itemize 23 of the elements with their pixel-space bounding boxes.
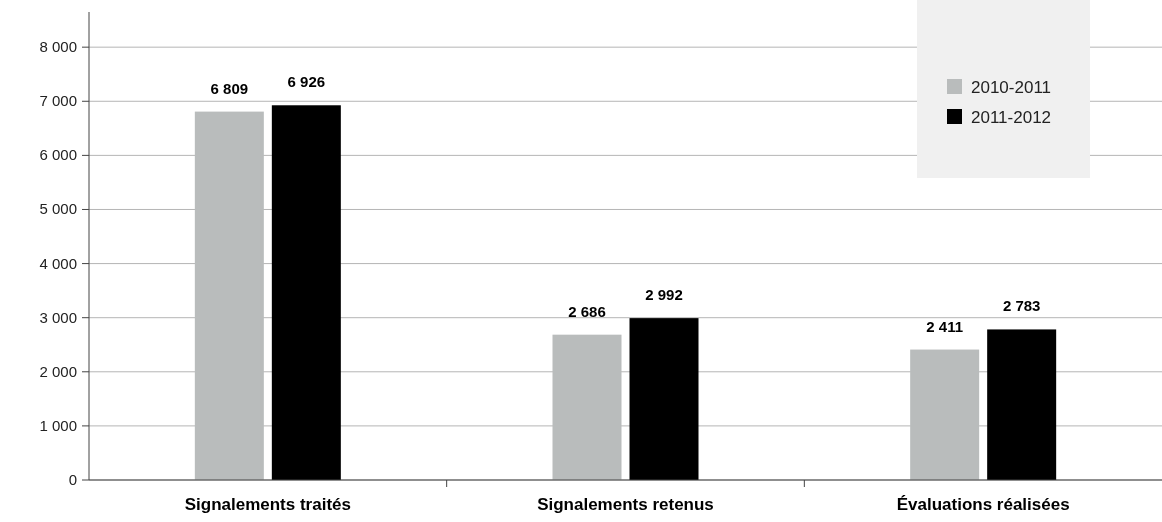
data-label: 2 992 bbox=[645, 286, 683, 304]
y-tick-label: 5 000 bbox=[39, 200, 77, 218]
y-tick-label: 0 bbox=[68, 471, 77, 488]
data-label: 6 926 bbox=[287, 73, 326, 91]
legend-label: 2010-2011 bbox=[971, 78, 1052, 97]
y-tick-label: 2 000 bbox=[39, 362, 77, 380]
y-tick-label: 8 000 bbox=[39, 38, 77, 56]
x-tick-label: Signalements retenus bbox=[537, 495, 714, 514]
y-tick-label: 3 000 bbox=[39, 308, 77, 326]
data-label: 6 809 bbox=[210, 79, 249, 97]
y-tick-label: 7 000 bbox=[39, 92, 77, 110]
y-tick-label: 4 000 bbox=[39, 254, 77, 272]
y-tick-label: 6 000 bbox=[39, 146, 77, 164]
bar bbox=[271, 105, 341, 480]
data-label: 2 783 bbox=[1002, 297, 1041, 315]
x-tick-label: Évaluations réalisées bbox=[896, 495, 1070, 514]
data-label: 2 686 bbox=[568, 302, 606, 320]
data-label: 2 411 bbox=[926, 317, 964, 335]
bar bbox=[987, 329, 1057, 480]
x-tick-label: Signalements traités bbox=[184, 495, 351, 514]
bar bbox=[629, 318, 699, 480]
y-tick-label: 1 000 bbox=[39, 416, 77, 434]
legend-label: 2011-2012 bbox=[971, 108, 1052, 127]
